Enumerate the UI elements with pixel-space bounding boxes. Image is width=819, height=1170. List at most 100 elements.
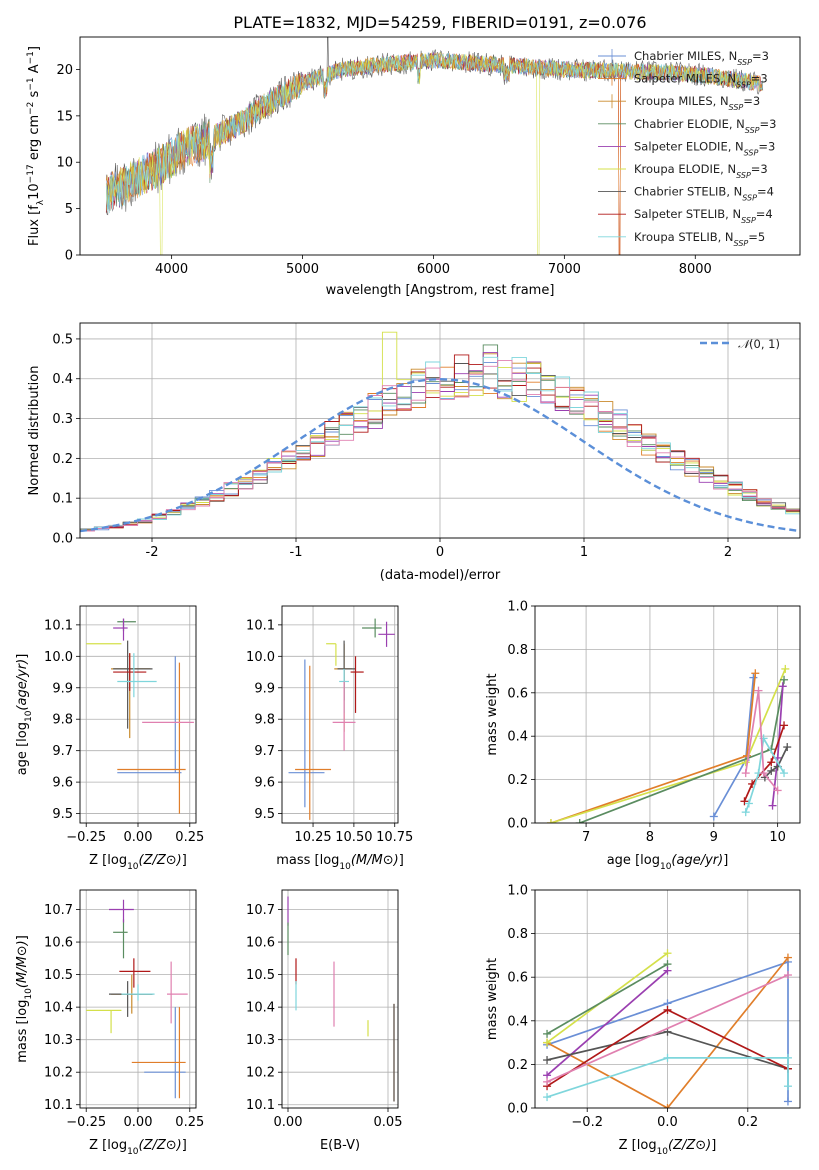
mass_vs_Z-frame	[79, 889, 197, 1109]
errorbar-point	[288, 659, 325, 808]
x-tick-label: 0.00	[124, 830, 153, 845]
y-tick-label: 10.5	[246, 968, 275, 983]
label-part: A	[27, 64, 42, 77]
label-part: ]	[182, 853, 187, 868]
y-tick-label: 0.0	[507, 1102, 528, 1117]
errorbar-point	[86, 1009, 122, 1034]
y-tick-label: 10	[56, 156, 73, 171]
label-part: age [log	[607, 853, 660, 868]
x-tick-label: 10.75	[376, 830, 413, 845]
y-tick-label: 1.0	[507, 884, 528, 899]
age_vs_mass-points	[288, 618, 395, 820]
errorbar-point	[113, 653, 147, 691]
weight-line-chabrier-stelib	[764, 746, 788, 778]
errorbar-point	[326, 643, 337, 666]
label-part: mass [log	[15, 1000, 30, 1063]
mass_vs_Z-xlabel: Z [log10(Z/Z⊙)]	[89, 1138, 187, 1157]
age_vs_mass-frame	[281, 605, 399, 824]
y-tick-label: 10.3	[246, 1033, 275, 1048]
label-part: =3	[752, 49, 769, 63]
errorbar-point	[167, 961, 188, 1024]
label-part: SSP	[736, 80, 751, 89]
label-part: SSP	[737, 58, 752, 67]
label-part: −1	[26, 51, 36, 64]
massweight_vs_Z-axes: −0.2 0.0 0.2 0.0 0.2 0.4 0.6 0.8 1.0	[507, 884, 800, 1130]
label-part: Kroupa STELIB, N	[634, 230, 734, 244]
y-tick-label: 9.8	[52, 713, 73, 728]
label-part: Kroupa ELODIE, N	[634, 162, 736, 176]
legend-label: Salpeter ELODIE, NSSP=3	[634, 139, 775, 157]
label-part: =3	[760, 117, 777, 131]
massweight_vs_age-lines	[546, 664, 792, 823]
legend-label: Kroupa MILES, NSSP=3	[634, 94, 760, 112]
age_vs_Z-frame	[79, 605, 197, 824]
x-tick-label: 9	[710, 830, 718, 845]
spectrum-xlabel: wavelength [Angstrom, rest frame]	[326, 283, 555, 298]
y-tick-label: 9.7	[254, 744, 275, 759]
x-tick-label: 6000	[417, 262, 450, 277]
label-part: (0, 1)	[749, 337, 780, 351]
label-part: Z [log	[89, 853, 127, 868]
y-tick-label: 9.6	[52, 776, 73, 791]
errorbar-point	[109, 981, 153, 1017]
y-tick-label: 10.2	[44, 1066, 73, 1081]
y-tick-label: 0.0	[52, 532, 73, 547]
y-tick-label: 10.5	[44, 968, 73, 983]
y-tick-label: 10.0	[246, 650, 275, 665]
x-tick-label: 0.00	[274, 1115, 303, 1130]
label-part: 10	[127, 1147, 139, 1157]
y-tick-label: 1.0	[507, 600, 528, 615]
massweight_vs_Z-lines	[543, 949, 792, 1108]
massweight_vs_Z-frame	[534, 889, 801, 1109]
mass_vs_Z-ylabel: mass [log10(M/M⊙)]	[15, 935, 34, 1063]
errorbar-point	[113, 640, 153, 729]
y-tick-label: 9.9	[52, 681, 73, 696]
label-part: Flux [f	[27, 205, 42, 246]
x-tick-label: 0.2	[737, 1115, 758, 1130]
y-tick-label: 10.6	[44, 936, 73, 951]
label-part: =5	[748, 230, 765, 244]
histogram-extra-pink	[80, 360, 800, 532]
y-tick-label: 10.2	[246, 1066, 275, 1081]
weight-line-extra-pink	[744, 690, 779, 792]
y-tick-label: 5	[65, 202, 73, 217]
label-part: SSP	[745, 125, 760, 134]
errorbar-point	[350, 656, 364, 713]
y-tick-label: 10.6	[246, 936, 275, 951]
massweight_vs_age-axes: 7 8 9 10 0.0 0.2 0.4 0.6 0.8 1.0	[507, 600, 800, 845]
x-tick-label: 7000	[548, 262, 581, 277]
errorbar-point	[362, 618, 382, 638]
label-part: (M/M⊙)	[351, 853, 399, 868]
weight-line-salpeter-miles	[550, 673, 757, 823]
y-tick-label: 9.5	[254, 807, 275, 822]
errorbar-point	[332, 681, 356, 751]
x-tick-label: −0.2	[571, 1115, 603, 1130]
label-part: SSP	[736, 171, 751, 180]
legend-label: Kroupa ELODIE, NSSP=3	[634, 162, 768, 180]
x-tick-label: 0.25	[175, 830, 204, 845]
legend-label: Chabrier ELODIE, NSSP=3	[634, 117, 776, 135]
label-part: 10	[660, 862, 672, 872]
errorbar-point	[109, 899, 134, 923]
errorbar-point	[378, 621, 395, 647]
label-part: Salpeter MILES, N	[634, 72, 736, 86]
legend-label: Chabrier MILES, NSSP=3	[634, 49, 769, 67]
label-part: −1	[26, 77, 36, 90]
age_vs_Z-points	[86, 618, 194, 814]
mass_vs_ebv-frame	[281, 889, 399, 1109]
label-part: −2	[26, 102, 36, 115]
label-part: age [log	[15, 722, 30, 775]
x-tick-label: 10	[769, 830, 786, 845]
y-tick-label: 10.7	[44, 903, 73, 918]
legend-label: Kroupa STELIB, NSSP=5	[634, 230, 765, 248]
x-tick-label: 0.00	[124, 1115, 153, 1130]
age_vs_Z-xlabel: Z [log10(Z/Z⊙)]	[89, 853, 187, 872]
x-tick-label: 4000	[155, 262, 188, 277]
spectrum-frame	[79, 36, 801, 256]
label-part: 10	[24, 710, 34, 722]
y-tick-label: 0.2	[52, 452, 73, 467]
age_vs_Z-ylabel: age [log10(age/yr)]	[15, 654, 34, 776]
x-tick-label: -1	[290, 545, 303, 560]
errorbar-point	[117, 653, 157, 698]
